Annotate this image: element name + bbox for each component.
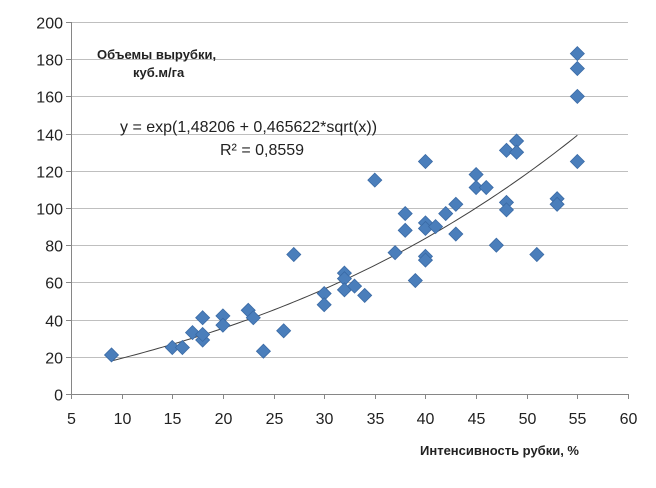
trend-equation: y = exp(1,48206 + 0,465622*sqrt(x)) bbox=[120, 119, 377, 136]
data-point bbox=[478, 179, 494, 196]
y-tick-label: 0 bbox=[54, 388, 63, 405]
y-tick-label: 100 bbox=[36, 202, 63, 219]
data-point bbox=[174, 339, 190, 356]
data-point bbox=[428, 219, 444, 235]
data-point bbox=[346, 278, 363, 294]
data-point bbox=[529, 246, 545, 263]
x-tick-label: 25 bbox=[266, 411, 284, 428]
axes: 0 20 40 60 80 100 120 140 160 180 200 5 10 15 20 25 30 35… bbox=[36, 16, 637, 429]
data-point bbox=[438, 206, 454, 222]
data-point bbox=[255, 343, 271, 359]
data-point bbox=[569, 46, 585, 62]
trendline bbox=[111, 134, 578, 362]
data-point bbox=[184, 325, 201, 341]
data-point bbox=[468, 166, 484, 183]
y-tick-label: 160 bbox=[36, 90, 63, 107]
y-tick-label: 40 bbox=[45, 314, 63, 331]
data-point bbox=[195, 310, 211, 326]
y-tick-label: 60 bbox=[45, 276, 63, 293]
data-point bbox=[498, 142, 515, 158]
data-point bbox=[407, 272, 423, 289]
y-tick-label: 120 bbox=[36, 165, 63, 182]
data-point bbox=[276, 323, 292, 339]
data-point bbox=[387, 245, 403, 261]
data-point bbox=[468, 179, 484, 196]
y-tick-label: 140 bbox=[36, 128, 63, 145]
data-point bbox=[195, 326, 211, 343]
data-point bbox=[509, 144, 525, 160]
data-point bbox=[569, 153, 585, 170]
data-point bbox=[164, 339, 180, 356]
x-tick-label: 20 bbox=[215, 411, 233, 428]
y-tick-label: 180 bbox=[36, 53, 63, 70]
data-points bbox=[103, 46, 585, 363]
data-point bbox=[498, 202, 515, 218]
data-point bbox=[357, 287, 373, 303]
data-point bbox=[397, 206, 413, 222]
data-point bbox=[569, 60, 585, 77]
x-tick-label: 60 bbox=[620, 411, 638, 428]
y-axis-label-line2: куб.м/га bbox=[133, 65, 185, 80]
data-point bbox=[549, 196, 565, 212]
data-point bbox=[103, 347, 120, 363]
data-point bbox=[488, 237, 504, 253]
y-tick-label: 200 bbox=[36, 16, 63, 33]
data-point bbox=[448, 196, 464, 212]
x-tick-label: 15 bbox=[164, 411, 182, 428]
y-tick-label: 80 bbox=[45, 239, 63, 256]
data-point bbox=[245, 310, 261, 326]
data-point bbox=[417, 153, 434, 170]
x-tick-label: 10 bbox=[114, 411, 132, 428]
y-tick-label: 20 bbox=[45, 351, 63, 368]
x-tick-label: 45 bbox=[468, 411, 486, 428]
data-point bbox=[448, 226, 464, 242]
data-point bbox=[215, 317, 231, 333]
x-axis-label: Интенсивность рубки, % bbox=[420, 443, 579, 458]
r-squared-label: R² = 0,8559 bbox=[220, 142, 304, 159]
labels: Объемы вырубки, куб.м/га Интенсивность р… bbox=[97, 47, 579, 458]
data-point bbox=[367, 172, 383, 188]
y-axis-label-line1: Объемы вырубки, bbox=[97, 47, 216, 62]
data-point bbox=[569, 88, 585, 104]
x-tick-label: 30 bbox=[316, 411, 334, 428]
data-point bbox=[286, 246, 302, 263]
x-tick-label: 50 bbox=[519, 411, 537, 428]
x-tick-label: 55 bbox=[569, 411, 587, 428]
x-tick-label: 40 bbox=[417, 411, 435, 428]
gridlines bbox=[71, 22, 628, 358]
x-tick-label: 35 bbox=[367, 411, 385, 428]
x-tick-label: 5 bbox=[67, 411, 76, 428]
trendline-curve bbox=[111, 134, 578, 362]
data-point bbox=[397, 222, 413, 238]
data-point bbox=[316, 297, 332, 313]
data-point bbox=[417, 252, 434, 268]
